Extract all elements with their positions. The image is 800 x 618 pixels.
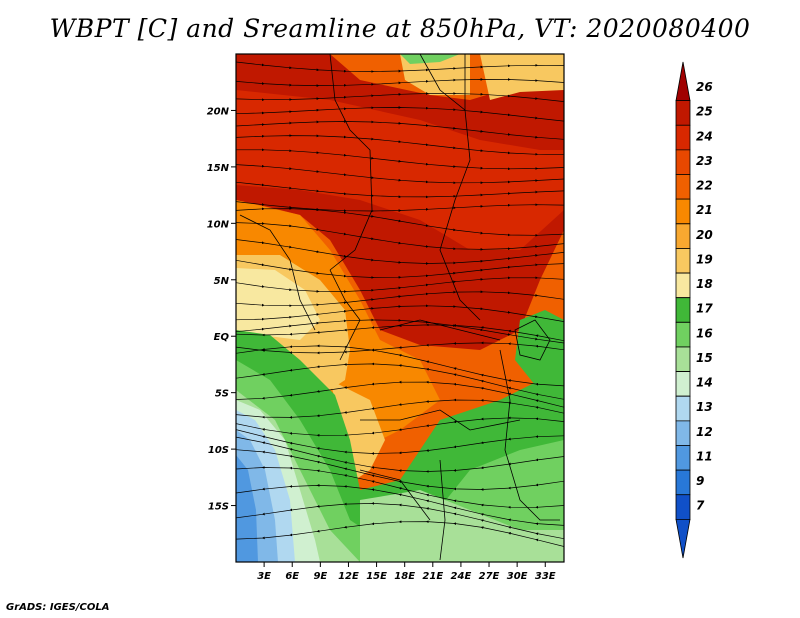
lon-tick-label: 24E bbox=[451, 571, 472, 582]
lat-tick-label: 15S bbox=[208, 502, 229, 513]
colorbar-label: 20 bbox=[696, 228, 713, 242]
streamline bbox=[236, 181, 564, 199]
lat-tick-label: 10N bbox=[207, 219, 230, 230]
lon-tick-label: 33E bbox=[535, 571, 556, 582]
streamline bbox=[236, 276, 564, 293]
colorbar-label: 14 bbox=[696, 376, 713, 390]
lon-tick-label: 27E bbox=[479, 571, 500, 582]
zone-blue-dark bbox=[236, 455, 258, 562]
colorbar-swatch bbox=[675, 321, 691, 348]
lat-tick-label: EQ bbox=[214, 332, 230, 343]
colorbar-swatch bbox=[675, 149, 691, 175]
lon-tick-label: 21E bbox=[422, 571, 443, 582]
colorbar-label: 21 bbox=[696, 203, 713, 217]
lon-axis: 3E 6E 9E 12E 15E 18E 21E 24E 27E 30E 33E bbox=[257, 562, 556, 582]
colorbar-label: 18 bbox=[696, 277, 713, 291]
colorbar-swatch bbox=[675, 124, 691, 151]
colorbar-label: 17 bbox=[696, 302, 713, 316]
colorbar-label: 16 bbox=[696, 326, 713, 340]
zone-green-n bbox=[400, 54, 460, 64]
lon-tick-label: 18E bbox=[394, 571, 415, 582]
colorbar-swatch bbox=[675, 346, 691, 372]
streamline bbox=[236, 380, 564, 408]
streamline bbox=[236, 92, 564, 102]
colorbar-swatch bbox=[675, 518, 691, 559]
lat-tick-label: 20N bbox=[207, 106, 230, 117]
streamlines bbox=[236, 61, 564, 547]
colorbar-label: 7 bbox=[696, 499, 705, 513]
colorbar-label: 12 bbox=[696, 425, 713, 439]
colorbar-swatch bbox=[675, 469, 691, 496]
colorbar-swatch bbox=[675, 198, 691, 225]
lat-tick-label: 15N bbox=[207, 163, 230, 174]
streamline bbox=[236, 78, 564, 87]
lat-tick-label: 10S bbox=[208, 445, 229, 456]
colorbar-label: 24 bbox=[696, 129, 713, 143]
colorbar-swatch bbox=[675, 100, 691, 126]
colorbar-label: 23 bbox=[696, 154, 713, 168]
lat-tick-label: 5N bbox=[214, 276, 230, 287]
chart-title: WBPT [C] and Sreamline at 850hPa, VT: 20… bbox=[49, 14, 751, 43]
colorbar-label: 9 bbox=[696, 474, 704, 488]
colorbar-label: 26 bbox=[696, 80, 713, 94]
lon-tick-label: 6E bbox=[285, 571, 299, 582]
colorbar: 26 25 24 23 22 21 20 19 18 17 16 15 14 13 12 11 9 7 bbox=[675, 61, 713, 559]
colorbar-swatch bbox=[675, 272, 691, 299]
colorbar-swatch bbox=[675, 395, 691, 422]
lat-tick-label: 5S bbox=[215, 389, 229, 400]
colorbar-swatch bbox=[675, 297, 691, 323]
colorbar-label: 22 bbox=[696, 179, 713, 193]
colorbar-label: 15 bbox=[696, 351, 713, 365]
streamline bbox=[236, 304, 564, 322]
colorbar-swatch bbox=[675, 420, 691, 446]
lat-axis: 20N 15N 10N 5N EQ 5S 10S 15S bbox=[207, 106, 236, 513]
colorbar-swatch bbox=[675, 223, 691, 249]
lon-tick-label: 15E bbox=[366, 571, 387, 582]
grads-footer: GrADS: IGES/COLA bbox=[6, 602, 110, 613]
streamline bbox=[236, 416, 564, 437]
streamline bbox=[236, 106, 564, 122]
map-frame bbox=[235, 53, 565, 563]
colorbar-label: 19 bbox=[696, 252, 713, 266]
colorbar-swatch bbox=[675, 371, 691, 397]
lon-tick-label: 9E bbox=[313, 571, 327, 582]
streamline bbox=[236, 61, 564, 73]
colorbar-label: 11 bbox=[696, 449, 713, 463]
lon-tick-label: 3E bbox=[257, 571, 271, 582]
colorbar-swatch bbox=[675, 174, 691, 200]
colorbar-swatch bbox=[675, 494, 691, 520]
wbpt-field bbox=[236, 54, 564, 562]
streamline bbox=[236, 239, 564, 265]
colorbar-swatch bbox=[675, 445, 691, 471]
streamline bbox=[236, 323, 564, 342]
lon-tick-label: 12E bbox=[338, 571, 359, 582]
colorbar-swatch bbox=[675, 61, 691, 102]
colorbar-label: 25 bbox=[696, 105, 713, 119]
colorbar-label: 13 bbox=[696, 400, 713, 414]
lon-tick-label: 30E bbox=[507, 571, 528, 582]
streamline bbox=[236, 164, 564, 185]
colorbar-swatch bbox=[675, 248, 691, 274]
streamline bbox=[236, 520, 564, 547]
